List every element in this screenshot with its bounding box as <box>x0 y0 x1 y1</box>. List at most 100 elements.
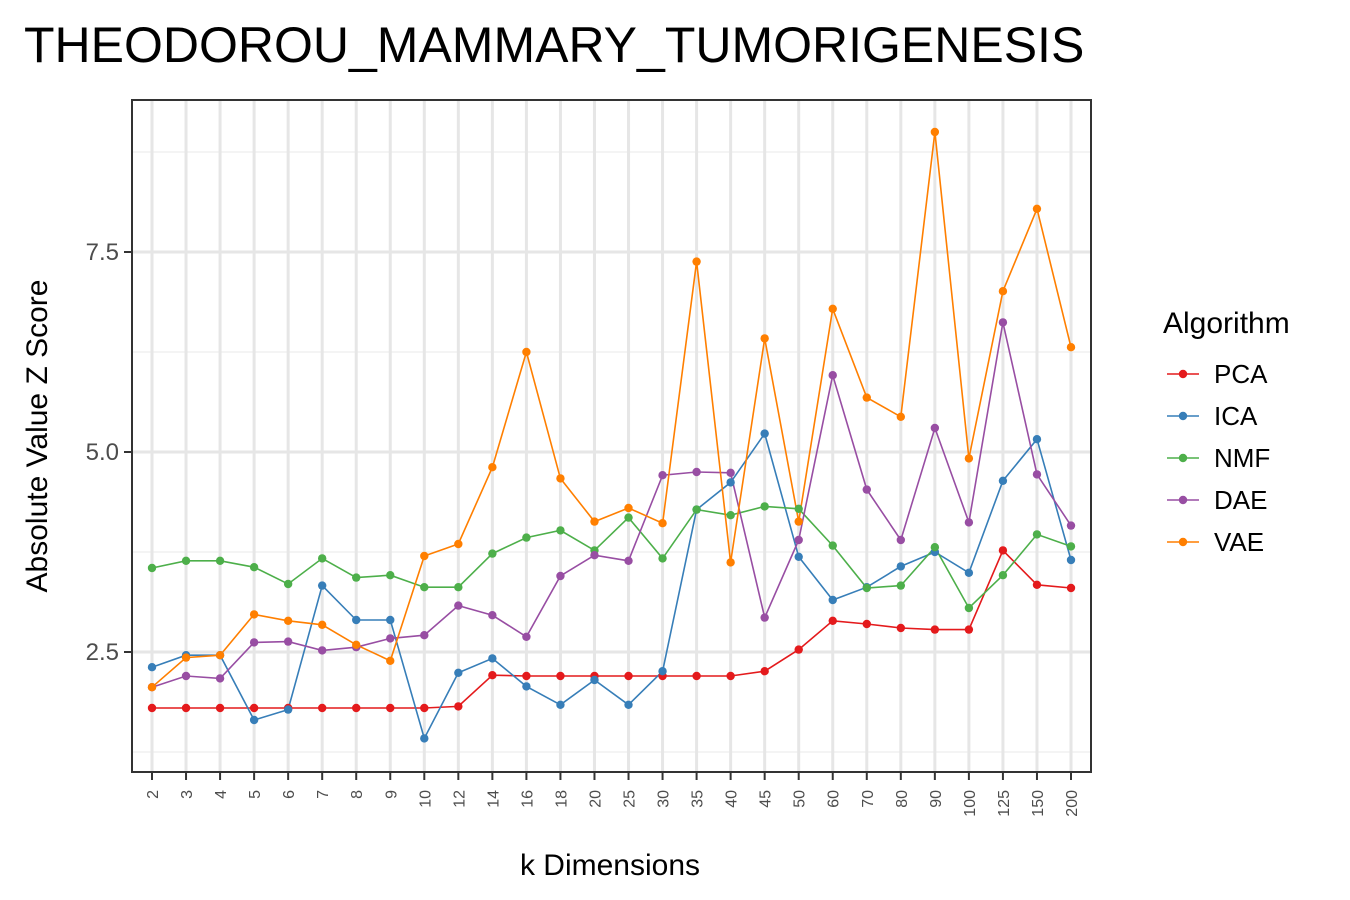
x-tick-label: 7 <box>315 790 332 799</box>
data-point-dae <box>828 371 837 380</box>
data-point-pca <box>215 703 225 713</box>
legend-marker-vae <box>1178 537 1188 547</box>
data-point-dae <box>1032 470 1042 479</box>
data-point-pca <box>794 645 803 654</box>
x-tick-label: 5 <box>247 790 264 799</box>
data-point-vae <box>317 620 327 629</box>
data-point-nmf <box>896 581 906 590</box>
data-point-pca <box>862 619 871 629</box>
x-tick-label: 30 <box>656 790 673 808</box>
data-point-ica <box>624 700 633 709</box>
x-tick-label: 12 <box>451 790 468 808</box>
x-tick-label: 9 <box>383 790 400 799</box>
data-point-vae <box>215 651 225 660</box>
x-tick-label: 90 <box>928 790 945 808</box>
data-point-nmf <box>1066 542 1076 551</box>
data-point-pca <box>624 671 633 681</box>
x-tick-label: 100 <box>962 790 979 817</box>
data-point-pca <box>352 703 361 713</box>
series-line-dae <box>151 322 1072 688</box>
data-point-pca <box>964 625 974 634</box>
data-point-nmf <box>998 571 1008 580</box>
data-point-vae <box>658 519 667 528</box>
data-point-pca <box>726 671 735 681</box>
x-tick-label: 45 <box>758 790 775 808</box>
data-point-dae <box>624 556 633 565</box>
data-point-pca <box>828 616 837 625</box>
data-point-nmf <box>522 533 531 542</box>
data-point-nmf <box>386 571 395 580</box>
data-point-ica <box>352 615 361 625</box>
data-point-ica <box>896 562 906 571</box>
y-axis: 2.5 5.0 7.5 <box>86 239 132 666</box>
legend-marker-pca <box>1178 369 1188 379</box>
data-point-nmf <box>760 502 769 511</box>
data-point-pca <box>249 703 259 713</box>
data-point-ica <box>386 615 395 625</box>
data-point-nmf <box>930 543 940 552</box>
data-point-vae <box>1032 204 1042 213</box>
data-point-pca <box>556 671 565 681</box>
data-point-vae <box>1066 343 1076 352</box>
series-points <box>147 127 1076 743</box>
data-point-vae <box>726 558 735 567</box>
data-point-vae <box>964 454 974 463</box>
data-point-nmf <box>454 583 463 592</box>
data-point-nmf <box>862 583 871 593</box>
data-point-vae <box>488 463 497 472</box>
data-point-nmf <box>726 511 735 520</box>
data-point-nmf <box>692 505 701 514</box>
x-tick-label: 80 <box>894 790 911 808</box>
data-point-nmf <box>658 554 667 563</box>
data-point-ica <box>998 476 1008 485</box>
data-point-pca <box>454 702 463 711</box>
data-point-vae <box>794 517 803 526</box>
data-point-dae <box>249 638 259 647</box>
legend-marker-dae <box>1178 495 1188 505</box>
data-point-vae <box>590 517 599 526</box>
data-point-ica <box>147 663 157 672</box>
data-point-nmf <box>283 579 293 589</box>
x-tick-label: 14 <box>485 790 502 808</box>
data-point-nmf <box>556 526 565 535</box>
data-point-nmf <box>420 583 429 592</box>
data-point-dae <box>386 634 395 643</box>
x-tick-label: 40 <box>724 790 741 808</box>
y-axis-title: Absolute Value Z Score <box>21 280 54 593</box>
data-point-dae <box>556 571 565 581</box>
data-point-vae <box>454 539 463 549</box>
data-point-nmf <box>794 504 803 513</box>
data-point-vae <box>998 287 1008 296</box>
data-point-vae <box>896 412 906 421</box>
x-tick-label: 25 <box>622 790 639 808</box>
data-point-nmf <box>964 603 974 613</box>
data-point-vae <box>624 503 633 513</box>
data-point-dae <box>317 646 327 655</box>
x-tick-label: 125 <box>996 790 1013 817</box>
data-point-nmf <box>488 549 497 558</box>
data-point-nmf <box>1032 530 1042 539</box>
data-point-vae <box>249 610 259 619</box>
data-point-ica <box>794 552 803 561</box>
data-point-dae <box>896 535 906 545</box>
legend-label-pca: PCA <box>1214 359 1268 389</box>
chart-title: THEODOROU_MAMMARY_TUMORIGENESIS <box>24 17 1084 73</box>
data-point-ica <box>283 705 293 714</box>
data-point-pca <box>1066 583 1076 593</box>
data-point-nmf <box>147 563 157 573</box>
legend: Algorithm PCA ICA NMF DAE VAE <box>1163 307 1290 557</box>
legend-marker-ica <box>1178 411 1188 421</box>
data-point-vae <box>930 127 940 137</box>
x-tick-label: 16 <box>519 790 536 808</box>
data-point-nmf <box>215 556 225 565</box>
data-point-dae <box>930 423 940 433</box>
series-line-vae <box>151 131 1072 688</box>
series-lines <box>151 131 1072 741</box>
legend-label-dae: DAE <box>1214 485 1267 515</box>
data-point-nmf <box>181 556 191 565</box>
data-point-nmf <box>249 563 259 572</box>
legend-marker-nmf <box>1178 453 1188 463</box>
data-point-ica <box>488 654 497 663</box>
data-point-vae <box>147 683 157 692</box>
